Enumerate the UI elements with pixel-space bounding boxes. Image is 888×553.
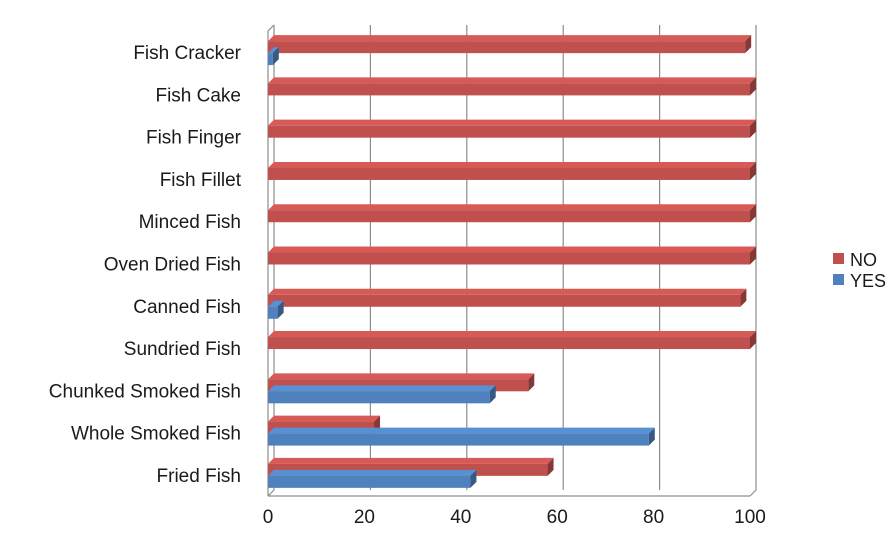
bar-no-fish-cake [268, 77, 756, 96]
category-label: Chunked Smoked Fish [49, 381, 241, 402]
bar-end-face [277, 300, 284, 319]
x-tick-label: 100 [734, 507, 766, 528]
bar-front-face [268, 41, 746, 54]
category-label: Fish Cake [155, 85, 241, 106]
legend-label-no: NO [850, 250, 877, 270]
legend-swatch-yes [833, 274, 844, 285]
x-tick-label: 60 [547, 507, 568, 528]
bar-top-face [268, 288, 747, 295]
bar-top-face [268, 47, 279, 54]
y-axis-depth-bottom [267, 489, 275, 497]
legend: NO YES [833, 250, 886, 291]
bars [268, 35, 756, 488]
bar-yes-whole-smoked-fish [268, 427, 655, 446]
bar-front-face [268, 210, 750, 223]
bar-end-face [470, 469, 477, 488]
category-label: Sundried Fish [124, 339, 241, 360]
bar-end-face [648, 427, 655, 446]
bar-top-face [268, 385, 496, 392]
category-labels: Fried Fish Whole Smoked Fish Chunked Smoke… [49, 43, 242, 487]
bar-end-face [750, 161, 756, 180]
bar-front-face [268, 306, 278, 319]
x-tick-label: 80 [643, 507, 664, 528]
category-label: Whole Smoked Fish [71, 424, 241, 445]
bar-front-face [268, 252, 750, 265]
bar-end-face [489, 385, 496, 404]
category-label: Fish Cracker [133, 43, 241, 64]
bar-end-face [528, 373, 535, 392]
bar-end-face [547, 457, 554, 476]
x-tick-labels: 0 20 40 60 80 100 [263, 507, 766, 528]
bar-front-face [268, 167, 750, 180]
bar-no-sundried-fish [268, 331, 756, 350]
bar-front-face [268, 53, 273, 66]
bar-top-face [268, 35, 752, 42]
bar-end-face [272, 47, 279, 66]
bar-no-fish-cracker [268, 35, 752, 54]
x-tick-label: 20 [354, 507, 375, 528]
bar-top-face [268, 77, 756, 84]
bar-no-fish-finger [268, 119, 756, 138]
bar-front-face [268, 433, 649, 446]
category-label: Canned Fish [133, 297, 241, 318]
bar-end-face [750, 331, 756, 350]
bar-top-face [268, 469, 477, 476]
bar-end-face [750, 119, 756, 138]
bar-top-face [268, 427, 655, 434]
category-label: Oven Dried Fish [104, 255, 241, 276]
bar-end-face [750, 77, 756, 96]
bar-top-face [268, 331, 756, 338]
bar-yes-fish-cracker [268, 47, 279, 66]
bar-no-canned-fish [268, 288, 747, 307]
category-label: Minced Fish [139, 212, 241, 233]
bar-front-face [268, 294, 741, 307]
bar-yes-canned-fish [268, 300, 284, 319]
bar-front-face [268, 391, 490, 404]
bar-no-fish-fillet [268, 161, 756, 180]
bar-top-face [268, 204, 756, 211]
y-axis-depth-top [267, 24, 275, 32]
legend-swatch-no [833, 253, 844, 264]
x-tick-label: 40 [450, 507, 471, 528]
bar-top-face [268, 246, 756, 253]
bar-end-face [750, 204, 756, 223]
bar-end-face [745, 35, 752, 54]
bar-front-face [268, 125, 750, 138]
legend-label-yes: YES [850, 271, 886, 291]
x-tick-label: 0 [263, 507, 274, 528]
bar-no-minced-fish [268, 204, 756, 223]
category-label: Fried Fish [157, 466, 241, 487]
bar-end-face [740, 288, 747, 307]
bar-yes-fried-fish [268, 469, 477, 488]
bar-top-face [268, 300, 284, 307]
bar-top-face [268, 373, 535, 380]
bar-top-face [268, 457, 554, 464]
bar-yes-chunked-smoked-fish [268, 385, 496, 404]
category-label: Fish Finger [146, 128, 242, 149]
bar-top-face [268, 415, 381, 422]
bar-top-face [268, 161, 756, 168]
bar-front-face [268, 83, 750, 96]
category-label: Fish Fillet [160, 170, 242, 191]
x-axis-depth-right [749, 489, 757, 497]
bar-top-face [268, 119, 756, 126]
bar-front-face [268, 475, 471, 488]
bar-front-face [268, 337, 750, 350]
bar-no-oven-dried-fish [268, 246, 756, 265]
bar-end-face [750, 246, 756, 265]
